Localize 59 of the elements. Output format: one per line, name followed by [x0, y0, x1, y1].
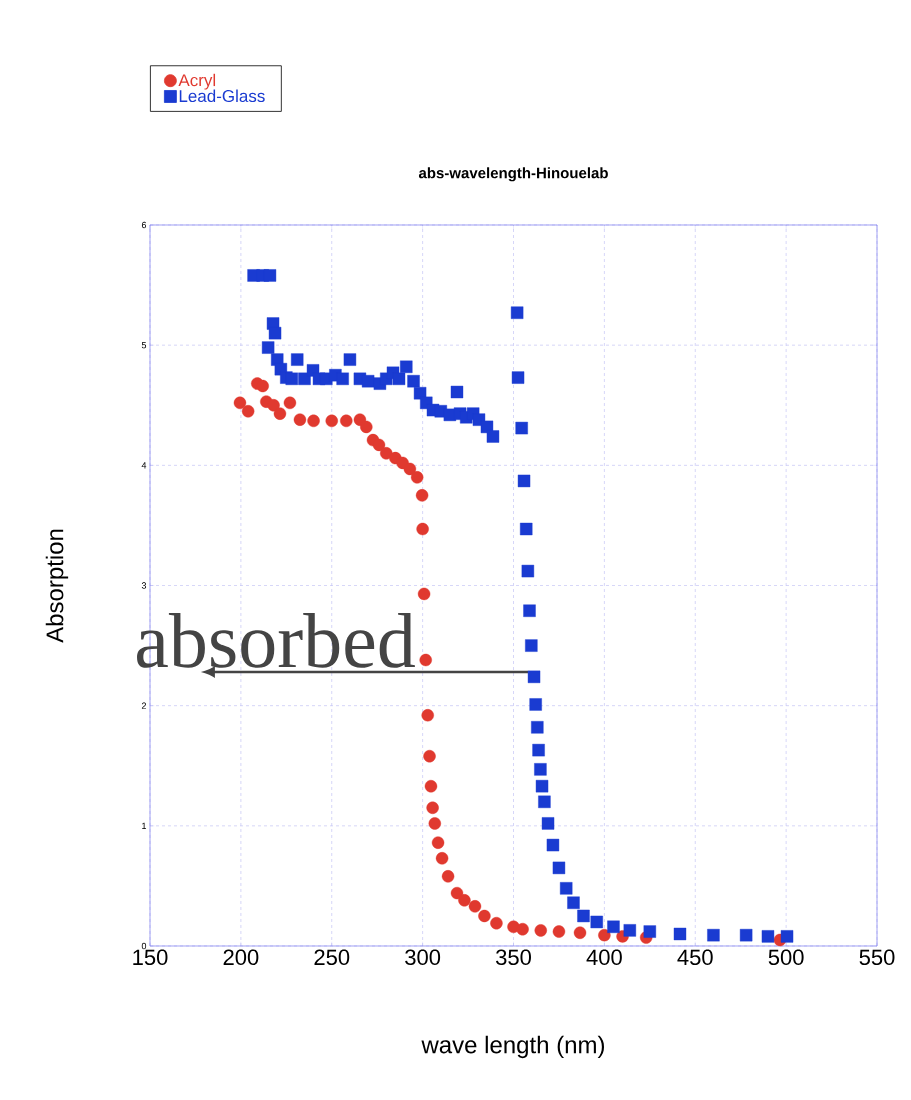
point [424, 779, 438, 793]
point [490, 916, 503, 930]
point [233, 396, 247, 410]
y-tick-label: 4 [141, 462, 147, 469]
x-axis-title: wave length (nm) [421, 1035, 605, 1059]
x-tick-label: 200 [223, 949, 259, 966]
x-tick-label: 400 [586, 949, 622, 966]
y-tick-label: 2 [141, 702, 147, 709]
point [598, 928, 611, 942]
point [534, 924, 547, 937]
point [403, 462, 417, 476]
y-tick-label: 0 [141, 942, 147, 950]
point [450, 886, 464, 900]
point [267, 399, 280, 412]
point [458, 894, 471, 907]
chart-title: abs-wavelength-Hinouelab [418, 167, 608, 182]
point [325, 414, 338, 428]
y-tick-label: 1 [142, 822, 147, 829]
point [435, 852, 449, 865]
point [380, 447, 393, 460]
point [241, 405, 255, 418]
x-tick-label: 450 [677, 949, 713, 966]
point [573, 926, 587, 939]
point [410, 471, 424, 484]
y-axis-title: Absorption [45, 529, 69, 643]
point [516, 922, 529, 936]
point [283, 396, 297, 410]
point [256, 379, 269, 393]
point [421, 709, 434, 722]
y-tick-label: 3 [141, 582, 147, 589]
point [468, 900, 482, 913]
legend-label: Acryl [178, 73, 216, 90]
point [552, 925, 566, 938]
point [419, 653, 432, 667]
point [293, 413, 307, 426]
point [416, 522, 429, 536]
point [417, 587, 431, 601]
x-tick-label: 300 [405, 949, 441, 966]
point [340, 414, 353, 428]
point [478, 909, 491, 923]
x-tick-label: 250 [314, 949, 350, 966]
point [428, 817, 441, 830]
annotation: absorbed [137, 612, 415, 668]
point [423, 749, 436, 763]
legend-label: Lead-Glass [179, 89, 265, 103]
point [415, 489, 429, 502]
y-tick-label: 5 [141, 342, 147, 349]
point [360, 420, 373, 434]
x-tick-label: 350 [495, 949, 531, 966]
point [273, 407, 287, 420]
point [431, 836, 445, 849]
point [441, 870, 455, 883]
x-tick-label: 550 [859, 949, 895, 966]
point [307, 414, 320, 428]
x-tick-label: 500 [768, 949, 804, 966]
y-tick-label: 6 [141, 221, 147, 229]
point [372, 438, 386, 452]
x-tick-label: 150 [133, 949, 168, 966]
point [426, 801, 439, 815]
